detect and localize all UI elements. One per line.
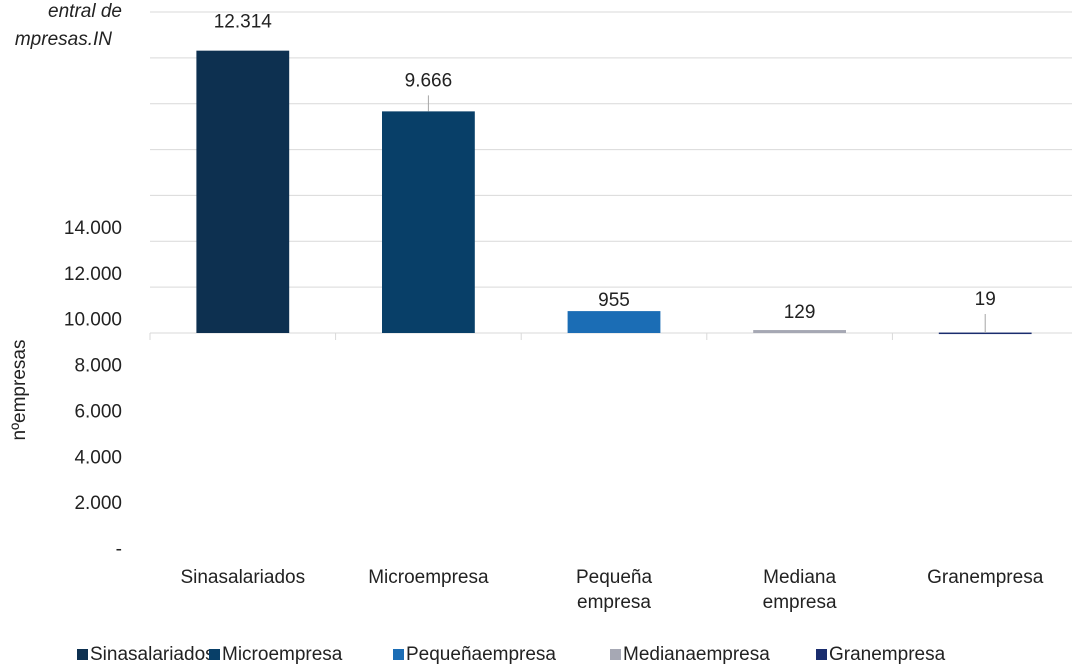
data-label: 955 bbox=[598, 290, 630, 311]
legend-label: Sinasalariados bbox=[90, 644, 215, 665]
legend-label: Granempresa bbox=[829, 644, 946, 665]
y-tick-label: 4.000 bbox=[74, 447, 122, 468]
y-tick-label: - bbox=[116, 539, 122, 560]
legend-swatch bbox=[393, 649, 404, 660]
y-tick-label: 2.000 bbox=[74, 493, 122, 514]
y-tick-label: 12.000 bbox=[64, 264, 122, 285]
chart-title: entral de bbox=[48, 1, 122, 22]
legend-swatch bbox=[610, 649, 621, 660]
legend-label: Microempresa bbox=[222, 644, 343, 665]
data-label: 19 bbox=[975, 289, 996, 310]
y-tick-label: 8.000 bbox=[74, 356, 122, 377]
data-label: 9.666 bbox=[405, 70, 453, 91]
bar bbox=[567, 311, 661, 333]
y-tick-label: 10.000 bbox=[64, 310, 122, 331]
bar bbox=[938, 332, 1032, 335]
x-tick-label: Mediana bbox=[763, 567, 836, 588]
legend-label: Pequeñaempresa bbox=[406, 644, 556, 665]
x-tick-label: empresa bbox=[577, 592, 651, 613]
legend-swatch bbox=[209, 649, 220, 660]
x-tick-label: Pequeña bbox=[576, 567, 653, 588]
x-tick-label: Granempresa bbox=[927, 567, 1044, 588]
chart-title: mpresas.IN bbox=[15, 29, 112, 50]
y-axis-label: nºempresas bbox=[9, 340, 30, 441]
legend-swatch bbox=[77, 649, 88, 660]
legend-label: Medianaempresa bbox=[623, 644, 770, 665]
data-label: 12.314 bbox=[214, 12, 273, 33]
bar bbox=[196, 50, 290, 334]
y-tick-label: 14.000 bbox=[64, 218, 122, 239]
y-tick-label: 6.000 bbox=[74, 401, 122, 422]
bar bbox=[382, 111, 475, 333]
x-tick-label: Microempresa bbox=[368, 567, 489, 588]
x-tick-label: Sinasalariados bbox=[180, 567, 305, 588]
x-tick-label: empresa bbox=[763, 592, 837, 613]
data-label: 129 bbox=[784, 302, 816, 323]
legend-swatch bbox=[816, 649, 827, 660]
bar bbox=[753, 330, 846, 333]
